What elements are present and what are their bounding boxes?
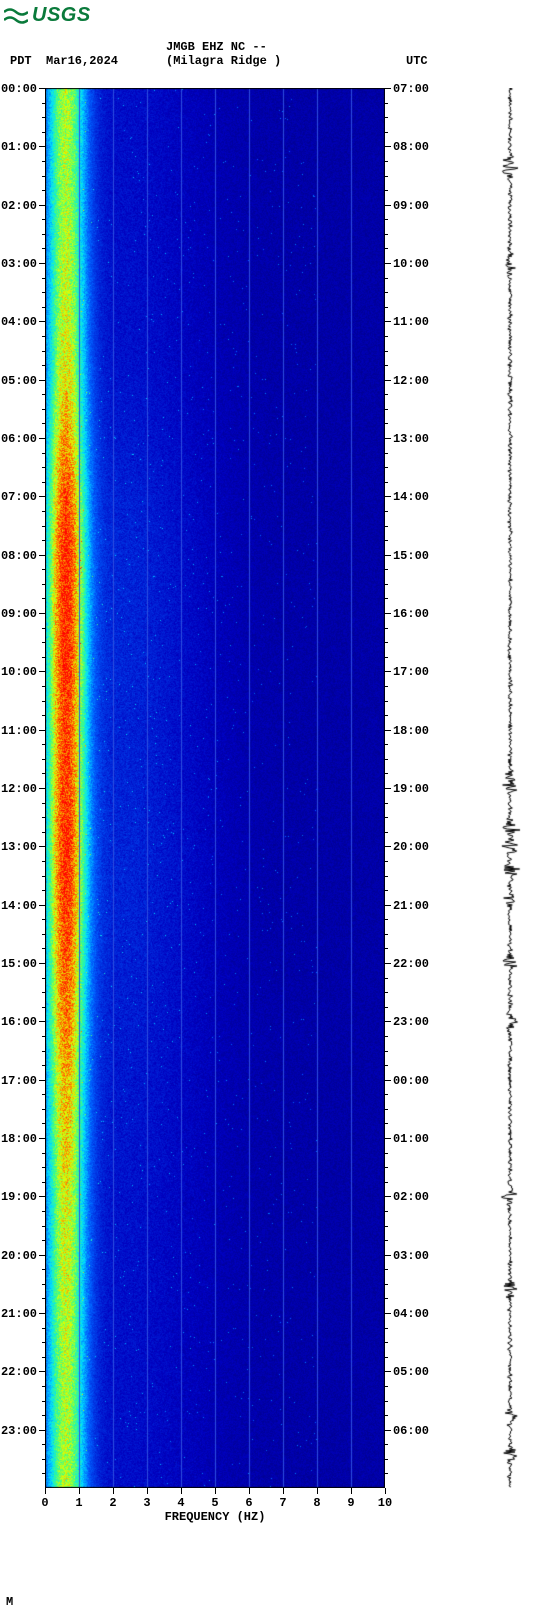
footer-mark: M bbox=[6, 1595, 13, 1609]
spectrogram-canvas bbox=[45, 88, 385, 1488]
usgs-text: USGS bbox=[32, 4, 91, 27]
right-tz-label: UTC bbox=[406, 54, 428, 68]
station-line1: JMGB EHZ NC -- bbox=[166, 40, 267, 54]
amplitude-trace-canvas bbox=[490, 88, 530, 1488]
left-tz-label: PDT bbox=[10, 54, 32, 68]
x-axis-label: FREQUENCY (HZ) bbox=[165, 1510, 266, 1524]
station-line2: (Milagra Ridge ) bbox=[166, 54, 281, 68]
date-label: Mar16,2024 bbox=[46, 54, 118, 68]
spectrogram-page: { "logo_text":"USGS", "header":{ "left_l… bbox=[0, 0, 552, 1613]
usgs-logo: USGS bbox=[4, 4, 91, 27]
wave-icon bbox=[4, 7, 28, 25]
